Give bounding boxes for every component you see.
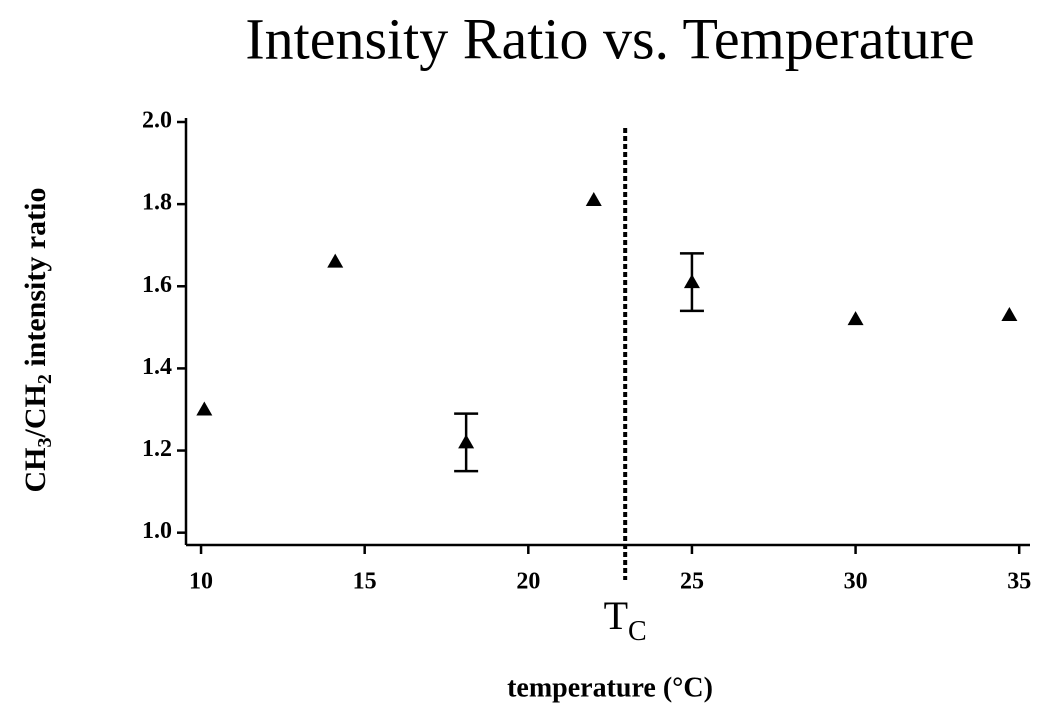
data-point <box>683 274 700 289</box>
y-label-part: CH <box>19 448 52 493</box>
x-tick-label: 25 <box>680 569 704 595</box>
y-tick-label: 2.0 <box>142 108 172 134</box>
x-tick-label: 15 <box>353 569 377 595</box>
x-tick-label: 10 <box>189 569 213 595</box>
x-axis-label: temperature (°C) <box>507 672 713 703</box>
y-tick-label: 1.2 <box>142 436 172 462</box>
y-label-part: /CH <box>19 384 52 438</box>
annotation-subscript: C <box>628 616 647 647</box>
y-tick-label: 1.0 <box>142 518 172 544</box>
y-label-sub: 2 <box>34 374 56 384</box>
y-tick-label: 1.8 <box>142 190 172 216</box>
y-tick-label: 1.6 <box>142 272 172 298</box>
data-point <box>458 434 475 449</box>
y-tick-label: 1.4 <box>142 354 172 380</box>
data-point <box>585 192 602 207</box>
y-label-part: intensity ratio <box>19 188 52 375</box>
y-axis-label: CH3/CH2 intensity ratio <box>19 188 56 493</box>
annotation-text: T <box>604 593 628 638</box>
data-point <box>196 401 213 416</box>
x-tick-label: 35 <box>1007 569 1031 595</box>
x-tick-label: 20 <box>516 569 540 595</box>
chart-title: Intensity Ratio vs. Temperature <box>245 6 974 71</box>
annotation: TC <box>604 593 647 647</box>
x-tick-label: 30 <box>844 569 868 595</box>
y-label-sub: 3 <box>34 438 56 448</box>
data-point <box>1001 307 1018 322</box>
data-point <box>847 311 864 326</box>
data-point <box>327 253 344 268</box>
